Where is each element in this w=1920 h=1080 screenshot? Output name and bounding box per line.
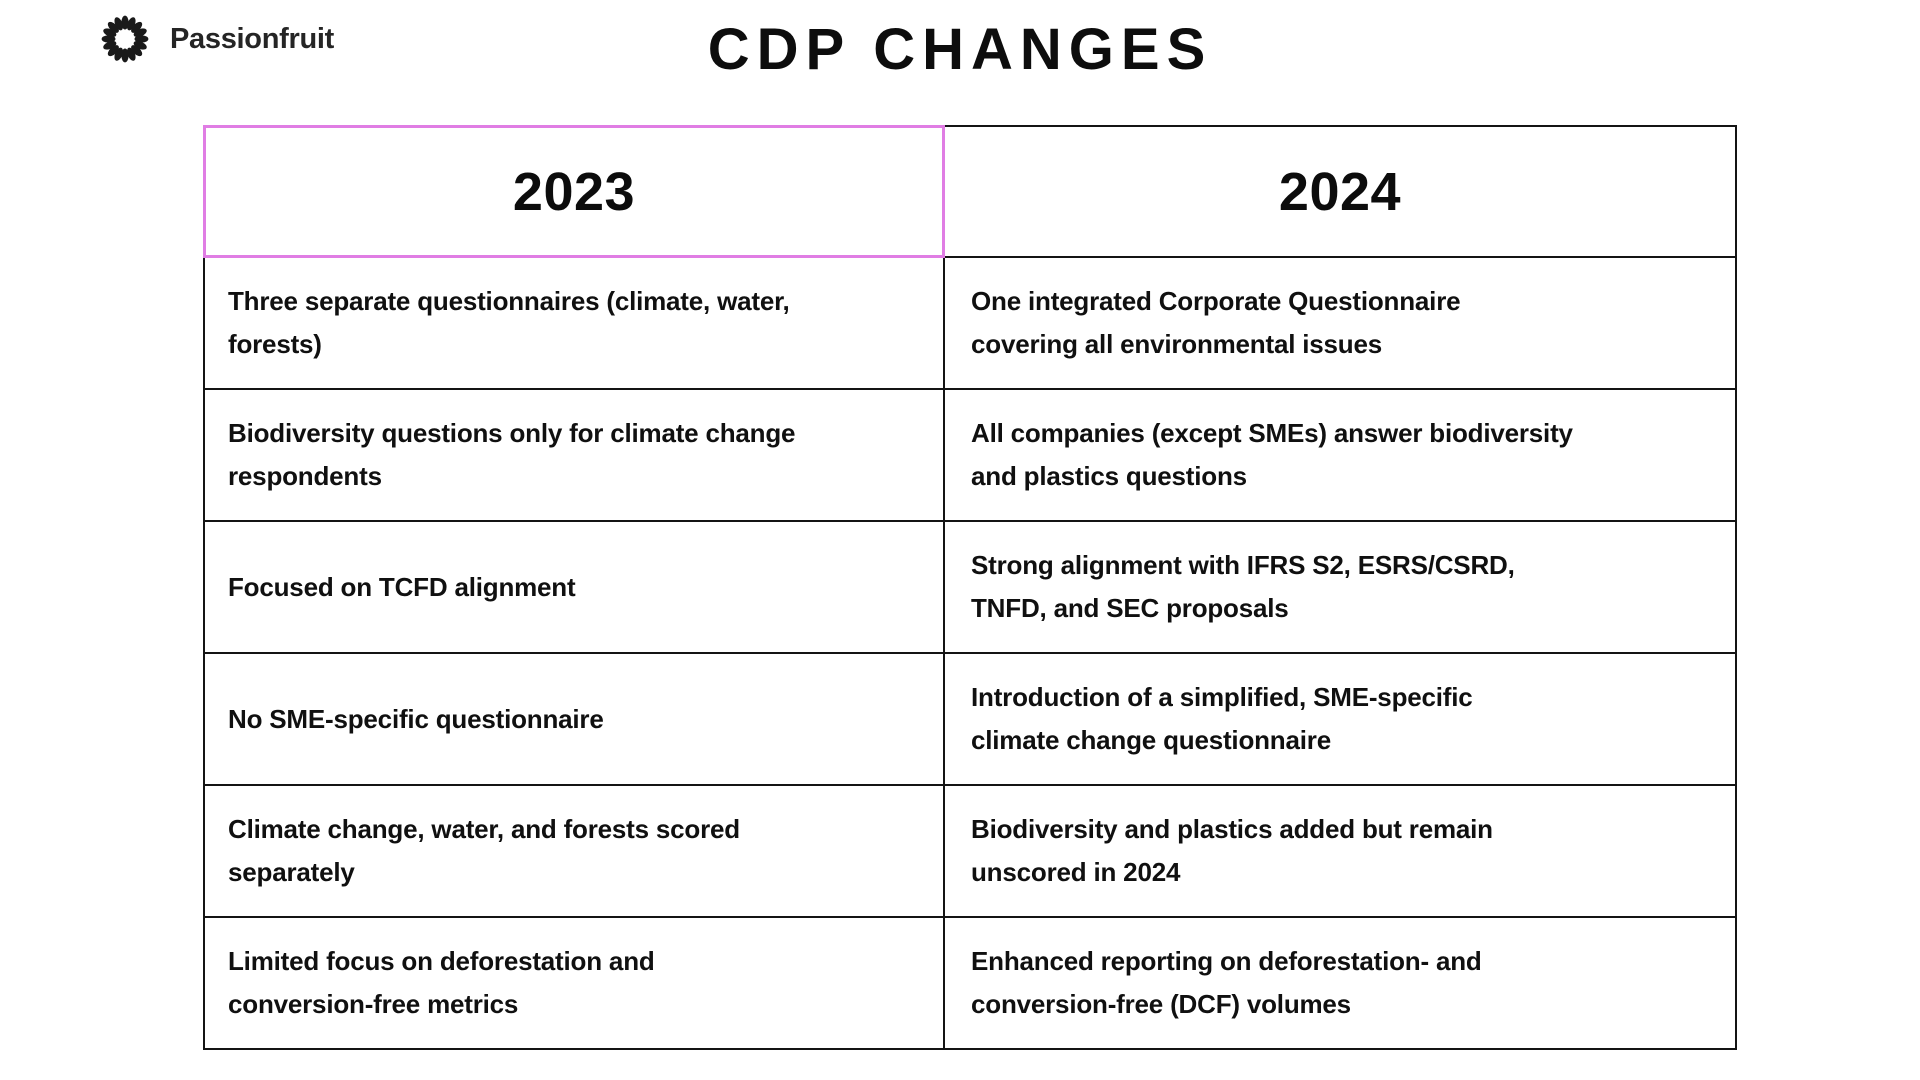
table-cell-2023-row5: Climate change, water, and forests score… — [203, 786, 945, 918]
page-title: CDP CHANGES — [707, 17, 1213, 82]
table-cell-2024-row5: Biodiversity and plastics added but rema… — [945, 786, 1737, 918]
brand-logo: Passionfruit — [98, 8, 334, 70]
table-cell-2023-row3: Focused on TCFD alignment — [203, 522, 945, 654]
column-header-2024: 2024 — [945, 125, 1737, 258]
table-cell-2024-row1: One integrated Corporate Questionnaire c… — [945, 258, 1737, 390]
table-cell-2023-row4: No SME-specific questionnaire — [203, 654, 945, 786]
table-cell-2024-row2: All companies (except SMEs) answer biodi… — [945, 390, 1737, 522]
table-cell-2023-row1: Three separate questionnaires (climate, … — [203, 258, 945, 390]
table-cell-2023-row6: Limited focus on deforestation and conve… — [203, 918, 945, 1050]
brand-name: Passionfruit — [170, 22, 334, 55]
table-cell-2023-row2: Biodiversity questions only for climate … — [203, 390, 945, 522]
passionfruit-seed-ring-icon — [101, 15, 149, 63]
column-header-2023: 2023 — [203, 125, 945, 258]
comparison-table: 2023 2024 Three separate questionnaires … — [203, 125, 1737, 1050]
table-cell-2024-row3: Strong alignment with IFRS S2, ESRS/CSRD… — [945, 522, 1737, 654]
table-cell-2024-row6: Enhanced reporting on deforestation- and… — [945, 918, 1737, 1050]
table-cell-2024-row4: Introduction of a simplified, SME-specif… — [945, 654, 1737, 786]
